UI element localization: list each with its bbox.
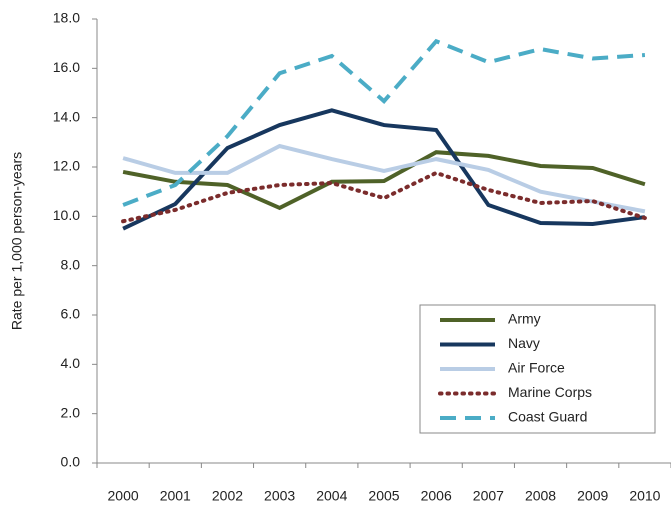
y-tick-label: 14.0 — [53, 108, 80, 124]
x-tick-label: 2001 — [160, 488, 191, 504]
x-tick-label: 2006 — [421, 488, 452, 504]
legend-label: Army — [508, 311, 541, 327]
x-tick-label: 2008 — [525, 488, 556, 504]
y-tick-label: 4.0 — [61, 355, 81, 371]
series-line — [122, 38, 646, 207]
x-tick-label: 2003 — [264, 488, 295, 504]
series-line — [122, 108, 646, 231]
x-tick-label: 2000 — [108, 488, 139, 504]
y-tick-label: 0.0 — [61, 454, 81, 470]
y-tick-label: 6.0 — [61, 306, 81, 322]
legend-label: Marine Corps — [508, 384, 592, 400]
x-tick-label: 2005 — [368, 488, 399, 504]
x-tick-label: 2010 — [629, 488, 660, 504]
y-axis-label: Rate per 1,000 person-years — [9, 152, 25, 330]
x-tick-label: 2004 — [316, 488, 347, 504]
y-tick-label: 8.0 — [61, 256, 81, 272]
y-tick-label: 2.0 — [61, 404, 81, 420]
y-tick-label: 16.0 — [53, 59, 80, 75]
series-line — [122, 143, 646, 214]
x-tick-label: 2002 — [212, 488, 243, 504]
legend-label: Coast Guard — [508, 409, 587, 425]
y-tick-label: 12.0 — [53, 158, 80, 174]
x-tick-label: 2007 — [473, 488, 504, 504]
y-tick-label: 10.0 — [53, 207, 80, 223]
y-tick-label: 18.0 — [53, 10, 80, 26]
series-line — [121, 170, 647, 224]
legend-label: Navy — [508, 335, 540, 351]
x-tick-label: 2009 — [577, 488, 608, 504]
legend-label: Air Force — [508, 360, 565, 376]
series-line — [122, 150, 646, 211]
